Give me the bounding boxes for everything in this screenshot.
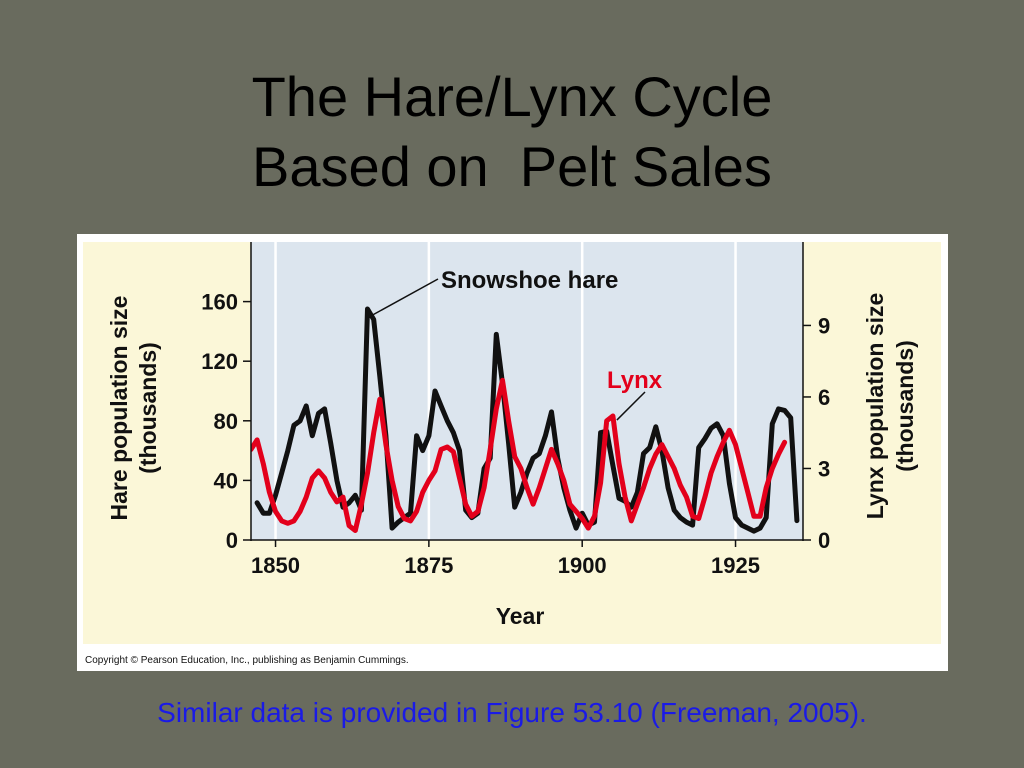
left-axis-title-line1: Hare population size: [106, 296, 132, 521]
slide-title: The Hare/Lynx Cycle Based on Pelt Sales: [0, 62, 1024, 202]
left-tick-label: 80: [214, 409, 238, 434]
hare-lynx-chart: 0 40 80 120 160 0 3 6 9 1850 1875 1900 1925 Snowshoe…: [83, 242, 941, 666]
copyright-text: Copyright © Pearson Education, Inc., pub…: [85, 655, 409, 666]
figure-panel: 0 40 80 120 160 0 3 6 9 1850 1875 1900 1925 Snowshoe…: [77, 234, 948, 671]
hare-leader-line: [371, 278, 439, 317]
series-layer: [251, 306, 800, 534]
slide-title-line1: The Hare/Lynx Cycle: [251, 65, 773, 128]
x-tick-label: 1850: [251, 553, 300, 578]
hare-annotation-label: Snowshoe hare: [441, 267, 618, 294]
axes: 0 40 80 120 160 0 3 6 9 1850 1875 1900 1925: [201, 242, 830, 578]
right-tick-label: 6: [818, 385, 830, 410]
x-tick-label: 1900: [558, 553, 607, 578]
right-axis-title-line1: Lynx population size: [862, 293, 888, 520]
x-axis-title: Year: [496, 603, 545, 629]
slide-title-line2: Based on Pelt Sales: [252, 135, 772, 198]
x-tick-label: 1875: [404, 553, 453, 578]
series-line-lynx: [251, 377, 788, 533]
left-tick-label: 120: [201, 349, 238, 374]
footer-note: Similar data is provided in Figure 53.10…: [157, 697, 867, 728]
right-tick-label: 0: [818, 528, 830, 553]
left-axis-title-line2: (thousands): [135, 342, 161, 474]
left-tick-label: 0: [226, 528, 238, 553]
right-tick-label: 3: [818, 456, 830, 481]
right-axis-title-line2: (thousands): [892, 340, 918, 472]
lynx-annotation-label: Lynx: [607, 367, 663, 394]
left-tick-label: 160: [201, 290, 238, 315]
annotations: Snowshoe hare Lynx: [371, 267, 663, 421]
right-tick-label: 9: [818, 313, 830, 338]
x-tick-label: 1925: [711, 553, 760, 578]
lynx-leader-line: [616, 391, 646, 421]
left-tick-label: 40: [214, 468, 238, 493]
